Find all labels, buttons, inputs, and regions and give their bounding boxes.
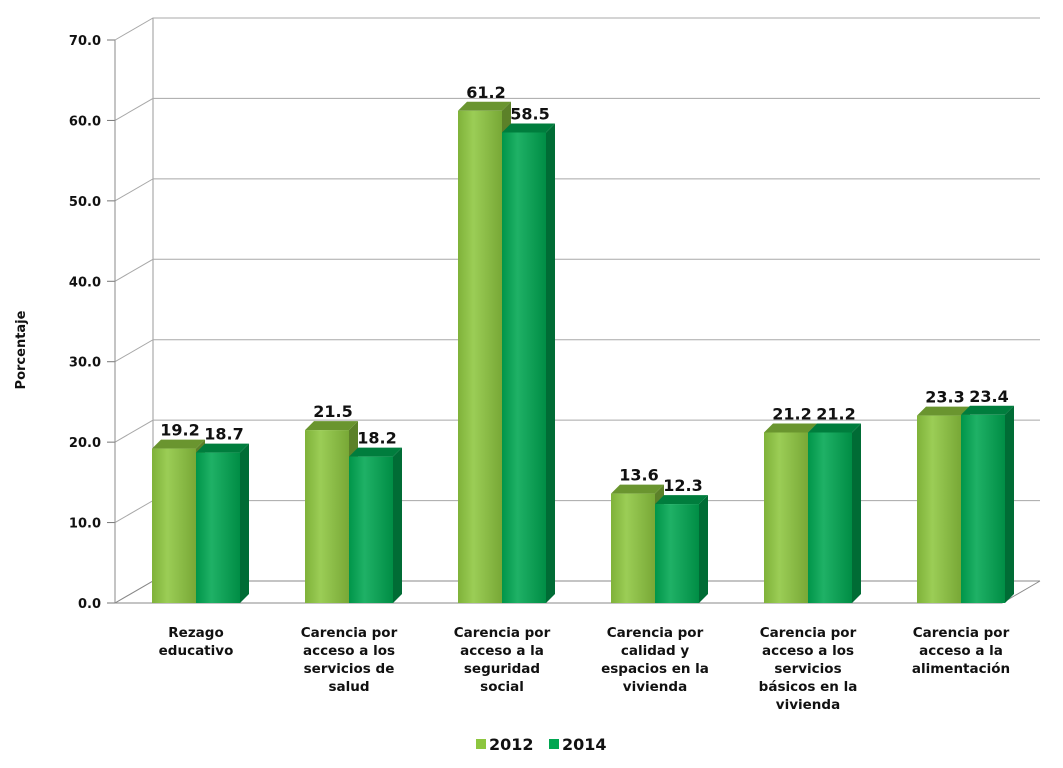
bar-2014	[196, 452, 240, 603]
bar-top-2014	[502, 123, 555, 133]
x-tick-label: social	[480, 679, 524, 695]
x-tick-label: Rezago	[168, 625, 223, 641]
bar-side-2014	[546, 123, 555, 603]
gridline	[114, 580, 1040, 604]
x-tick-label: vivienda	[776, 697, 840, 713]
data-label: 23.4	[969, 387, 1008, 406]
x-tick-label: servicios	[774, 661, 841, 677]
x-tick-label: Carencia por	[760, 625, 857, 641]
gridline	[114, 17, 1040, 41]
gridline	[114, 258, 1040, 282]
bar-top-2014	[961, 405, 1014, 415]
bar-2012	[458, 110, 502, 603]
bar-top-2014	[655, 495, 708, 505]
x-tick-label: alimentación	[912, 661, 1010, 677]
y-tick-label: 40.0	[69, 275, 101, 290]
data-label: 19.2	[160, 421, 199, 440]
bar-side-2014	[1005, 405, 1014, 603]
x-tick-label: acceso a los	[303, 643, 395, 659]
data-label: 61.2	[466, 83, 505, 102]
gridline	[114, 500, 1040, 524]
data-label: 21.2	[772, 404, 811, 423]
x-tick-label: básicos en la	[759, 679, 858, 695]
bar-top-2014	[349, 447, 402, 457]
floor-front-edge	[115, 580, 1041, 604]
bar-2012	[611, 493, 655, 603]
bar-top-2012	[917, 406, 970, 416]
bar-2014	[502, 132, 546, 603]
x-tick-label: calidad y	[621, 643, 690, 659]
x-tick-label: Carencia por	[301, 625, 398, 641]
bars-layer	[152, 101, 1014, 603]
y-tick-label: 30.0	[69, 356, 101, 371]
bar-top-2014	[196, 443, 249, 453]
bar-2012	[305, 430, 349, 603]
data-label: 13.6	[619, 466, 658, 485]
legend-label-2012: 2012	[489, 735, 534, 754]
data-label: 12.3	[663, 476, 702, 495]
y-axis-title: Porcentaje	[14, 310, 29, 389]
gridline	[114, 178, 1040, 202]
gridline	[114, 339, 1040, 363]
bar-side-2014	[393, 447, 402, 603]
legend-swatch-2014	[549, 739, 559, 749]
x-tick-label: salud	[328, 679, 369, 695]
y-tick-label: 20.0	[69, 436, 101, 451]
gridline	[114, 419, 1040, 443]
legend-swatch-2012	[476, 739, 486, 749]
bar-top-2012	[764, 423, 817, 433]
x-tick-label: Carencia por	[454, 625, 551, 641]
bar-2014	[655, 504, 699, 603]
data-label: 18.7	[204, 425, 243, 444]
data-label: 21.5	[313, 402, 352, 421]
bar-2014	[349, 456, 393, 603]
bar-top-2012	[305, 421, 358, 431]
y-tick-label: 0.0	[78, 597, 101, 612]
bar-top-2012	[152, 439, 205, 449]
x-tick-label: seguridad	[464, 661, 540, 677]
bar-top-2014	[808, 423, 861, 433]
gridline	[114, 97, 1040, 121]
bar-side-2014	[240, 443, 249, 603]
x-tick-label: educativo	[159, 643, 234, 659]
legend: 2012 2014	[476, 735, 607, 754]
bar-side-2014	[852, 423, 861, 603]
x-tick-label: espacios en la	[601, 661, 709, 677]
bar-2012	[152, 448, 196, 603]
legend-label-2014: 2014	[562, 735, 607, 754]
x-tick-label: acceso a los	[762, 643, 854, 659]
x-tick-label: acceso a la	[460, 643, 544, 659]
bar-side-2014	[699, 495, 708, 603]
x-tick-label: acceso a la	[919, 643, 1003, 659]
y-tick-label: 60.0	[69, 114, 101, 129]
x-tick-label: Carencia por	[607, 625, 704, 641]
y-tick-label: 70.0	[69, 34, 101, 49]
x-tick-label: servicios de	[304, 661, 395, 677]
labels-layer: 0.0 10.0 20.0 30.0 40.0 50.0 60.0 70.0 19.2 18.7 R…	[69, 34, 1010, 713]
bar-2014	[808, 432, 852, 603]
bar-2012	[764, 432, 808, 603]
data-label: 18.2	[357, 429, 396, 448]
bar-2014	[961, 414, 1005, 603]
bar-top-2012	[611, 484, 664, 494]
bar-top-2012	[458, 101, 511, 111]
bar-2012	[917, 415, 961, 603]
y-tick-label: 10.0	[69, 517, 101, 532]
data-label: 21.2	[816, 404, 855, 423]
data-label: 58.5	[510, 104, 549, 123]
x-tick-label: vivienda	[623, 679, 687, 695]
data-label: 23.3	[925, 388, 964, 407]
x-tick-label: Carencia por	[913, 625, 1010, 641]
y-tick-label: 50.0	[69, 195, 101, 210]
